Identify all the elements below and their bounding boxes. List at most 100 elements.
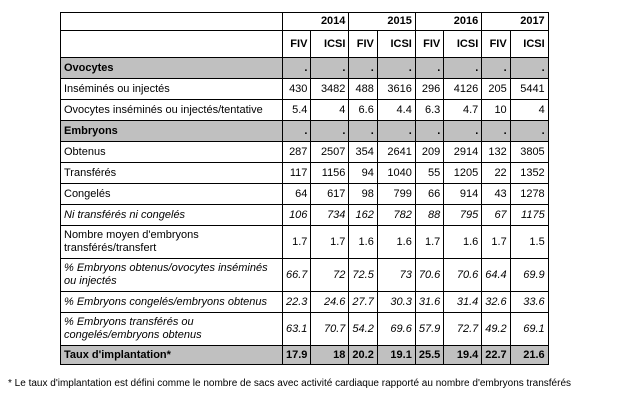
- section-mark: .: [376, 120, 416, 142]
- fiv-header: FIV: [281, 30, 312, 58]
- value-cell: 69.9: [509, 258, 549, 292]
- table-row: % Embryons transférés ou congelés/embryo…: [60, 312, 549, 346]
- value-cell: 32.6: [481, 291, 511, 313]
- total-label: Taux d'implantation*: [60, 345, 283, 365]
- value-cell: 69.1: [509, 312, 549, 346]
- total-value: 22.7: [481, 345, 511, 365]
- section-mark: .: [310, 57, 350, 79]
- icsi-header: ICSI: [376, 30, 416, 58]
- section-mark: .: [348, 57, 378, 79]
- value-cell: 57.9: [414, 312, 445, 346]
- row-label: Transférés: [60, 162, 283, 184]
- total-row: Taux d'implantation* 17.9 18 20.2 19.1 25.5 19…: [60, 345, 549, 365]
- value-cell: 1.7: [310, 225, 350, 259]
- table-row: Ovocytes inséminés ou injectés/tentative…: [60, 99, 549, 121]
- value-cell: 30.3: [376, 291, 416, 313]
- row-label: Obtenus: [60, 141, 283, 163]
- year-header: 2015: [348, 12, 416, 31]
- value-cell: 69.6: [376, 312, 416, 346]
- section-title: Embryons: [60, 120, 283, 142]
- value-cell: 132: [481, 141, 511, 163]
- value-cell: 795: [443, 204, 483, 226]
- section-mark: .: [481, 120, 511, 142]
- value-cell: 22: [481, 162, 511, 184]
- value-cell: 296: [414, 78, 445, 100]
- fiv-header: FIV: [348, 30, 378, 58]
- total-value: 19.4: [443, 345, 483, 365]
- row-label: Congelés: [60, 183, 283, 205]
- value-cell: 55: [414, 162, 445, 184]
- table-row: Congelés 64 617 98 799 66 914 43 1278: [60, 183, 549, 205]
- icsi-header: ICSI: [310, 30, 350, 58]
- row-label: % Embryons transférés ou congelés/embryo…: [60, 312, 283, 346]
- value-cell: 1.7: [481, 225, 511, 259]
- method-header-row: FIV ICSI FIV ICSI FIV ICSI FIV ICSI: [60, 30, 549, 58]
- year-header: 2017: [481, 12, 549, 31]
- value-cell: 10: [481, 99, 511, 121]
- value-cell: 3616: [376, 78, 416, 100]
- corner-cell: [60, 12, 283, 31]
- section-mark: .: [443, 57, 483, 79]
- value-cell: 64.4: [481, 258, 511, 292]
- section-title: Ovocytes: [60, 57, 283, 79]
- value-cell: 43: [481, 183, 511, 205]
- table-row: Ni transférés ni congelés 106 734 162 782 88 7…: [60, 204, 549, 226]
- row-label: % Embryons obtenus/ovocytes inséminés ou…: [60, 258, 283, 292]
- table-row: % Embryons congelés/embryons obtenus 22.3…: [60, 291, 549, 313]
- fiv-header: FIV: [414, 30, 445, 58]
- value-cell: 31.4: [443, 291, 483, 313]
- value-cell: 354: [348, 141, 378, 163]
- value-cell: 70.6: [414, 258, 445, 292]
- stats-table: 2014 2015 2016 2017 FIV ICSI FIV ICSI FI…: [60, 12, 549, 365]
- value-cell: 1.6: [443, 225, 483, 259]
- value-cell: 106: [281, 204, 312, 226]
- value-cell: 4: [509, 99, 549, 121]
- value-cell: 6.6: [348, 99, 378, 121]
- value-cell: 799: [376, 183, 416, 205]
- value-cell: 3805: [509, 141, 549, 163]
- value-cell: 209: [414, 141, 445, 163]
- section-mark: .: [281, 57, 312, 79]
- value-cell: 1175: [509, 204, 549, 226]
- value-cell: 54.2: [348, 312, 378, 346]
- total-value: 18: [310, 345, 350, 365]
- section-row: Embryons........: [60, 120, 549, 142]
- value-cell: 66.7: [281, 258, 312, 292]
- value-cell: 488: [348, 78, 378, 100]
- value-cell: 1352: [509, 162, 549, 184]
- total-value: 17.9: [281, 345, 312, 365]
- section-mark: .: [376, 57, 416, 79]
- total-value: 25.5: [414, 345, 445, 365]
- value-cell: 98: [348, 183, 378, 205]
- value-cell: 5441: [509, 78, 549, 100]
- value-cell: 6.3: [414, 99, 445, 121]
- section-mark: .: [443, 120, 483, 142]
- year-header: 2014: [281, 12, 350, 31]
- value-cell: 70.6: [443, 258, 483, 292]
- value-cell: 1156: [310, 162, 350, 184]
- value-cell: 27.7: [348, 291, 378, 313]
- value-cell: 1.5: [509, 225, 549, 259]
- year-header-row: 2014 2015 2016 2017: [60, 12, 549, 31]
- section-mark: .: [414, 57, 445, 79]
- value-cell: 70.7: [310, 312, 350, 346]
- corner-cell: [60, 30, 283, 58]
- value-cell: 64: [281, 183, 312, 205]
- value-cell: 1205: [443, 162, 483, 184]
- section-mark: .: [310, 120, 350, 142]
- footnote: * Le taux d'implantation est défini comm…: [8, 378, 572, 389]
- value-cell: 617: [310, 183, 350, 205]
- value-cell: 2914: [443, 141, 483, 163]
- icsi-header: ICSI: [509, 30, 549, 58]
- row-label: Inséminés ou injectés: [60, 78, 283, 100]
- value-cell: 63.1: [281, 312, 312, 346]
- value-cell: 66: [414, 183, 445, 205]
- value-cell: 72.7: [443, 312, 483, 346]
- table-row: % Embryons obtenus/ovocytes inséminés ou…: [60, 258, 549, 292]
- value-cell: 73: [376, 258, 416, 292]
- section-row: Ovocytes........: [60, 57, 549, 79]
- value-cell: 734: [310, 204, 350, 226]
- value-cell: 205: [481, 78, 511, 100]
- table-row: Nombre moyen d'embryons transférés/trans…: [60, 225, 549, 259]
- fiv-header: FIV: [481, 30, 511, 58]
